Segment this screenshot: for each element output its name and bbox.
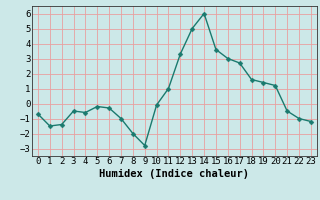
X-axis label: Humidex (Indice chaleur): Humidex (Indice chaleur)	[100, 169, 249, 179]
